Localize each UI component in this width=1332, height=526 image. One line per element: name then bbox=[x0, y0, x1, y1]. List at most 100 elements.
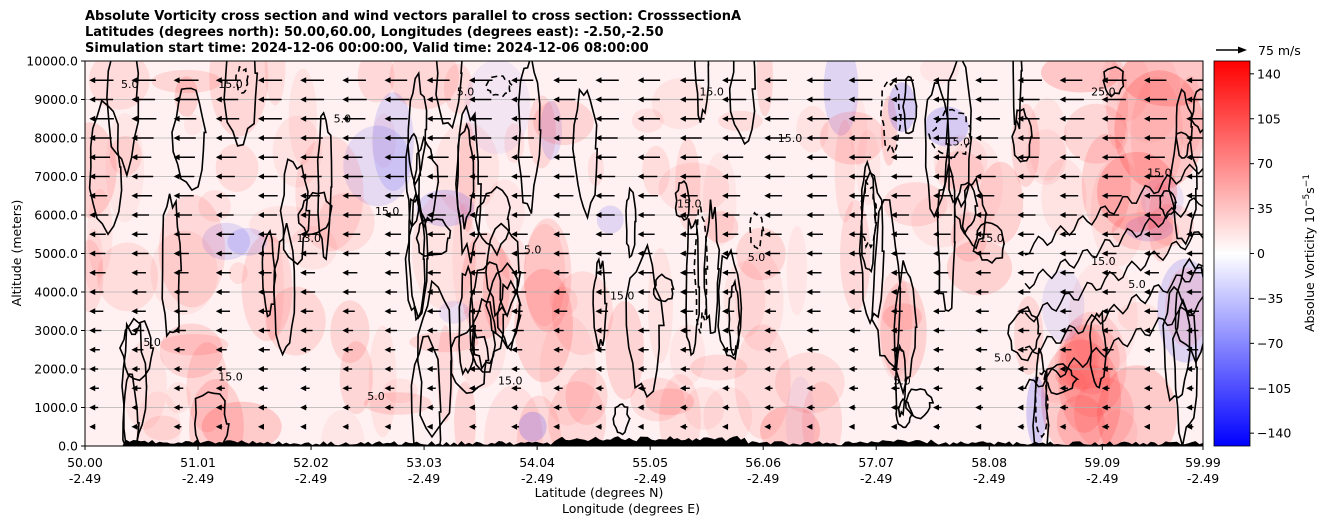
wind-arrow bbox=[89, 385, 99, 392]
wind-arrow bbox=[553, 289, 566, 295]
y-tick-label: 4000.0 bbox=[34, 285, 78, 300]
contour-label: 5.0 bbox=[524, 244, 542, 257]
wind-arrow-head bbox=[89, 231, 96, 238]
wind-arrow bbox=[764, 385, 773, 392]
vorticity-positive-patch bbox=[1073, 377, 1134, 446]
wind-arrow bbox=[1143, 212, 1161, 218]
wind-arrow-head bbox=[173, 77, 180, 84]
wind-arrow-head bbox=[1101, 154, 1108, 161]
wind-arrow-head bbox=[1101, 366, 1108, 372]
vorticity-positive-patch bbox=[198, 190, 231, 222]
wind-arrow bbox=[1101, 154, 1125, 161]
wind-arrow bbox=[1143, 346, 1155, 353]
wind-arrow bbox=[764, 327, 776, 334]
wind-arrow bbox=[1059, 269, 1075, 276]
wind-arrow-head bbox=[257, 327, 264, 334]
y-axis-title: Altitude (meters) bbox=[9, 200, 24, 307]
vorticity-negative-patch bbox=[372, 92, 414, 191]
wind-arrow-head bbox=[637, 212, 644, 218]
wind-arrow-head bbox=[764, 385, 771, 392]
wind-arrow-head bbox=[1101, 308, 1108, 315]
vorticity-positive-patch bbox=[1055, 363, 1111, 390]
wind-arrow bbox=[806, 423, 813, 430]
wind-arrow-head bbox=[806, 250, 813, 257]
wind-arrow-head bbox=[426, 327, 433, 334]
wind-arrow-head bbox=[1186, 327, 1193, 334]
wind-arrow bbox=[890, 77, 914, 84]
wind-arrow-head bbox=[890, 192, 897, 199]
wind-arrow-head bbox=[89, 77, 96, 84]
plot-area: 5.0 15.0 15.0 13.0 15.0 15.0 5.0 25.0 15.0 5.0 15.… bbox=[85, 61, 1203, 446]
wind-arrow-head bbox=[215, 96, 222, 103]
contour-label: 15.0 bbox=[1147, 167, 1172, 180]
wind-arrow-head bbox=[1186, 115, 1193, 122]
wind-arrow-head bbox=[722, 154, 729, 161]
wind-arrow bbox=[806, 115, 830, 122]
wind-arrow-head bbox=[764, 77, 771, 84]
wind-arrow-head bbox=[215, 77, 222, 84]
wind-arrow-head bbox=[215, 308, 222, 315]
chart-title-line-1: Absolute Vorticity cross section and win… bbox=[85, 9, 742, 24]
wind-arrow bbox=[553, 192, 574, 199]
wind-arrow-head bbox=[890, 269, 897, 276]
wind-arrow-head bbox=[300, 423, 307, 430]
contour-negative bbox=[485, 75, 515, 98]
wind-arrow bbox=[1186, 212, 1203, 218]
wind-arrow bbox=[679, 404, 688, 411]
wind-arrow-head bbox=[131, 385, 138, 392]
contour-negative bbox=[1034, 369, 1050, 439]
wind-arrow-head bbox=[1186, 289, 1193, 295]
wind-arrow bbox=[342, 346, 353, 353]
wind-arrow-head bbox=[553, 115, 560, 122]
wind-arrow-head bbox=[890, 308, 897, 315]
wind-arrow-head bbox=[848, 269, 855, 276]
wind-arrow-head bbox=[257, 96, 264, 103]
wind-arrow bbox=[384, 308, 397, 315]
wind-arrow-head bbox=[595, 212, 602, 218]
wind-arrow bbox=[173, 308, 188, 315]
wind-arrow bbox=[511, 404, 519, 411]
wind-arrow-head bbox=[848, 77, 855, 84]
wind-arrow bbox=[426, 346, 439, 353]
wind-arrow-head bbox=[932, 154, 939, 161]
wind-arrow bbox=[1059, 385, 1068, 392]
wind-arrow bbox=[553, 250, 569, 257]
wind-arrow bbox=[511, 269, 527, 276]
wind-arrow-head bbox=[764, 231, 771, 238]
wind-arrow-head bbox=[1101, 96, 1108, 103]
vorticity-positive-patch bbox=[1120, 61, 1203, 107]
wind-arrow bbox=[173, 212, 193, 218]
wind-arrow-head bbox=[300, 308, 307, 315]
wind-arrow bbox=[848, 192, 869, 199]
wind-arrow bbox=[300, 385, 310, 392]
wind-arrow-head bbox=[215, 404, 222, 411]
wind-arrow-head bbox=[890, 385, 897, 392]
wind-arrow-head bbox=[173, 308, 180, 315]
vorticity-positive-patch bbox=[339, 341, 373, 415]
wind-arrow bbox=[722, 385, 730, 392]
wind-arrow-head bbox=[300, 173, 307, 180]
wind-arrow-head bbox=[553, 327, 560, 334]
wind-arrow bbox=[637, 212, 655, 218]
contour-label: 25.0 bbox=[1091, 86, 1116, 99]
wind-arrow-head bbox=[511, 96, 518, 103]
wind-arrow bbox=[131, 385, 142, 392]
wind-arrow bbox=[342, 327, 354, 334]
wind-arrow-head bbox=[1017, 115, 1024, 122]
wind-arrow bbox=[975, 135, 999, 141]
wind-arrow bbox=[173, 250, 189, 257]
wind-arrow-head bbox=[384, 250, 391, 257]
contour-label: 5.0 bbox=[143, 336, 161, 349]
wind-arrow-head bbox=[511, 327, 518, 334]
contour-positive bbox=[408, 190, 426, 322]
wind-arrow bbox=[1101, 404, 1111, 411]
wind-arrow-head bbox=[1101, 385, 1108, 392]
wind-arrow bbox=[890, 173, 913, 180]
wind-arrow-head bbox=[932, 346, 939, 353]
wind-arrow-head bbox=[553, 423, 560, 430]
wind-arrow bbox=[1059, 154, 1080, 161]
wind-arrow-head bbox=[342, 366, 349, 372]
wind-arrow bbox=[1059, 231, 1076, 238]
wind-arrow-head bbox=[300, 154, 307, 161]
wind-arrow-head bbox=[426, 135, 433, 141]
